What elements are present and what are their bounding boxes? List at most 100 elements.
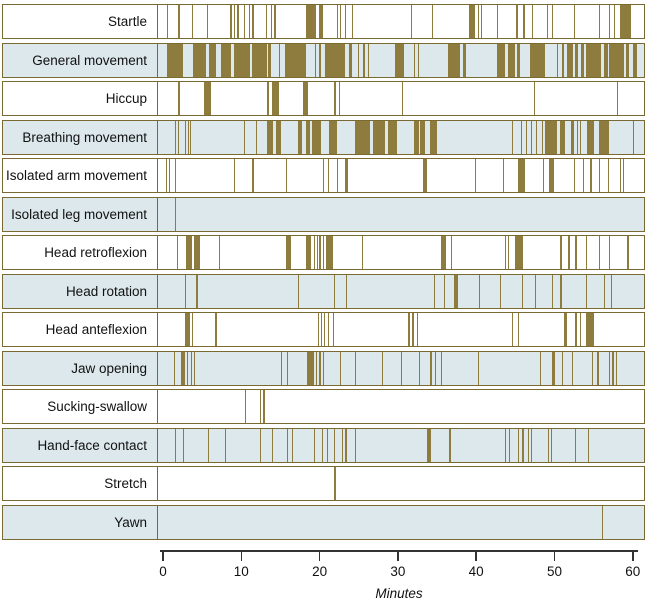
event-mark — [469, 5, 475, 38]
event-mark — [243, 120, 245, 154]
row-timeline-isolated-arm-movement — [158, 159, 644, 192]
event-mark — [287, 351, 289, 385]
event-mark — [298, 120, 302, 154]
event-mark — [603, 274, 605, 308]
row-general-movement: General movement — [2, 42, 645, 78]
event-mark — [336, 5, 338, 38]
event-mark — [194, 351, 196, 385]
event-mark — [480, 5, 483, 38]
event-mark — [574, 428, 576, 462]
event-mark — [233, 159, 235, 192]
row-label-yawn: Yawn — [3, 505, 158, 539]
event-mark — [173, 351, 175, 385]
row-head-anteflexion: Head anteflexion — [2, 312, 645, 347]
event-mark — [525, 120, 527, 154]
event-mark — [410, 5, 412, 38]
event-mark — [319, 236, 321, 269]
event-mark — [609, 43, 625, 77]
row-timeline-startle — [158, 5, 644, 38]
event-mark — [363, 43, 365, 77]
event-mark — [432, 5, 434, 38]
event-mark — [302, 82, 308, 115]
event-mark — [551, 274, 553, 308]
event-mark — [551, 428, 553, 462]
event-mark — [344, 159, 349, 192]
axis-tick — [632, 552, 634, 561]
event-mark — [276, 120, 281, 154]
row-isolated-leg-movement: Isolated leg movement — [2, 196, 645, 232]
event-mark — [339, 82, 341, 115]
event-mark — [233, 43, 251, 77]
event-mark — [615, 351, 617, 385]
event-mark — [544, 120, 557, 154]
event-mark — [422, 159, 427, 192]
event-mark — [543, 159, 545, 192]
event-mark — [433, 274, 435, 308]
event-mark — [267, 120, 273, 154]
event-mark — [440, 351, 442, 385]
event-mark — [443, 274, 446, 308]
event-mark — [328, 313, 330, 346]
row-timeline-general-movement — [158, 43, 644, 77]
event-mark — [267, 82, 269, 115]
event-mark — [560, 236, 562, 269]
event-mark — [372, 120, 385, 154]
event-mark — [521, 120, 523, 154]
event-mark — [175, 120, 177, 154]
row-label-startle: Startle — [3, 5, 158, 38]
axis-tick — [240, 552, 243, 561]
event-mark — [557, 43, 559, 77]
event-mark — [314, 43, 316, 77]
event-mark — [291, 428, 293, 462]
event-mark — [175, 159, 177, 192]
event-mark — [496, 5, 498, 38]
event-mark — [551, 351, 556, 385]
row-timeline-breathing-movement — [158, 120, 644, 154]
event-mark — [270, 5, 272, 38]
event-mark — [536, 120, 538, 154]
event-mark — [573, 5, 576, 38]
event-mark — [517, 313, 520, 346]
event-mark — [417, 313, 419, 346]
event-mark — [610, 274, 613, 308]
row-label-hand-face-contact: Hand-face contact — [3, 428, 158, 462]
event-mark — [285, 159, 287, 192]
event-mark — [568, 236, 570, 269]
event-mark — [186, 236, 192, 269]
event-mark — [320, 313, 323, 346]
event-mark — [566, 43, 574, 77]
event-mark — [326, 236, 334, 269]
event-mark — [400, 351, 402, 385]
axis-tick — [397, 552, 399, 561]
event-mark — [180, 351, 186, 385]
event-mark — [529, 43, 545, 77]
row-stretch: Stretch — [2, 466, 645, 501]
event-mark — [478, 274, 480, 308]
event-mark — [368, 43, 370, 77]
event-mark — [532, 5, 534, 38]
event-mark — [417, 43, 420, 77]
event-mark — [588, 428, 590, 462]
event-mark — [272, 428, 274, 462]
event-mark — [531, 120, 533, 154]
row-label-breathing-movement: Breathing movement — [3, 120, 158, 154]
event-mark — [535, 274, 537, 308]
event-mark — [474, 159, 476, 192]
event-mark — [339, 351, 342, 385]
event-mark — [328, 120, 338, 154]
event-mark — [575, 236, 577, 269]
event-mark — [313, 428, 316, 462]
event-mark — [274, 5, 276, 38]
event-mark — [521, 274, 524, 308]
event-mark — [570, 120, 575, 154]
event-mark — [284, 43, 306, 77]
event-mark — [334, 82, 336, 115]
axis-tick — [162, 552, 164, 561]
event-mark — [430, 120, 437, 154]
event-mark — [580, 120, 582, 154]
row-timeline-head-rotation — [158, 274, 644, 308]
event-mark — [447, 43, 460, 77]
event-mark — [381, 351, 383, 385]
row-head-retroflexion: Head retroflexion — [2, 235, 645, 270]
